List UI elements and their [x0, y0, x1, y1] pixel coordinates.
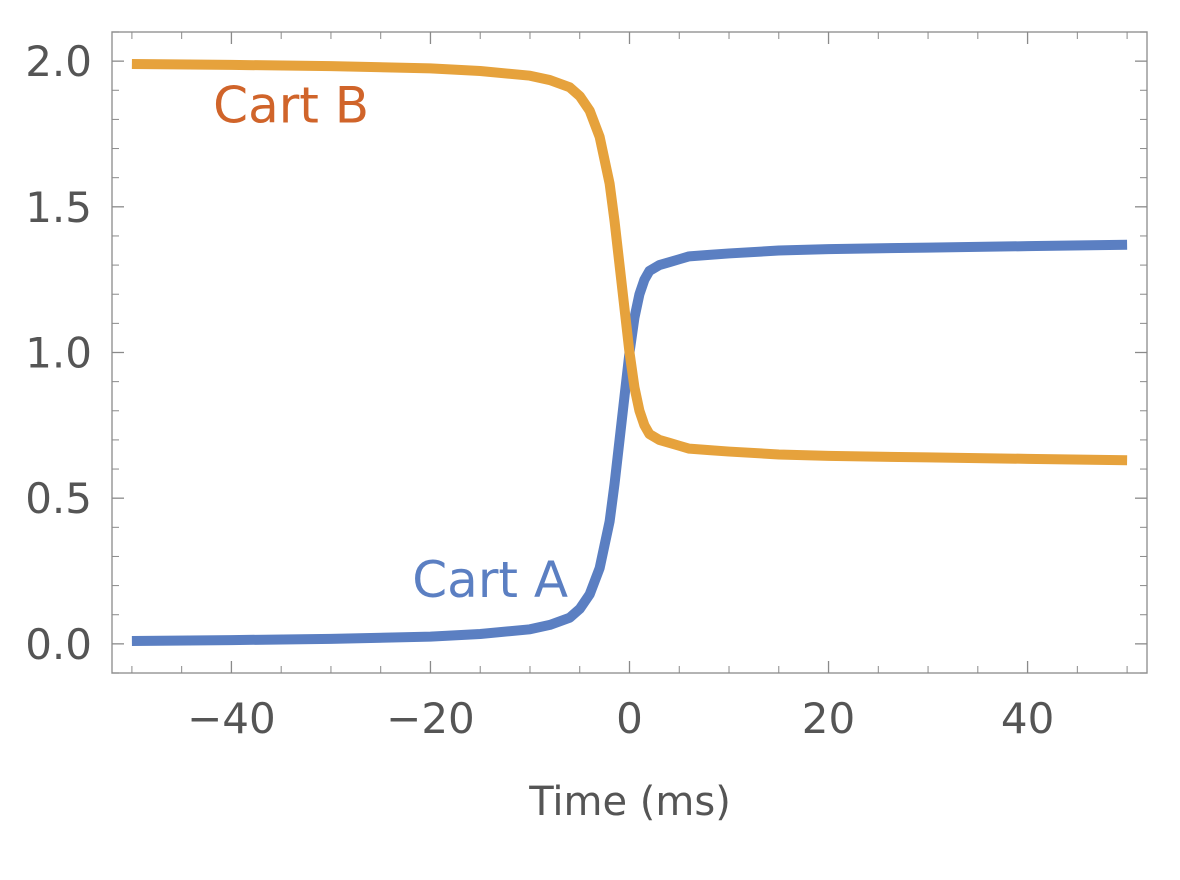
series-label-cart-b: Cart B — [213, 76, 369, 134]
y-tick-label: 0.5 — [25, 474, 92, 523]
y-tick-label: 0.0 — [25, 620, 92, 669]
y-tick-label: 1.5 — [25, 183, 92, 232]
series-group — [131, 59, 1128, 646]
x-tick-label: −40 — [187, 694, 276, 743]
series-label-cart-a: Cart A — [412, 551, 568, 609]
x-tick-label: −20 — [386, 694, 475, 743]
y-tick-label: 2.0 — [25, 37, 92, 86]
x-tick-label: 40 — [1001, 694, 1054, 743]
y-tick-label: 1.0 — [25, 329, 92, 378]
ticks-group: −40 −20 0 20 40 0.0 0.5 1.0 1.5 2.0 — [25, 31, 1147, 743]
series-line-cart-a — [131, 239, 1128, 646]
x-axis-title: Time (ms) — [528, 779, 731, 825]
series-line-cart-b — [131, 59, 1128, 466]
x-tick-label: 0 — [616, 694, 643, 743]
x-tick-label: 20 — [802, 694, 855, 743]
labels-group: Cart A Cart B — [213, 76, 568, 609]
